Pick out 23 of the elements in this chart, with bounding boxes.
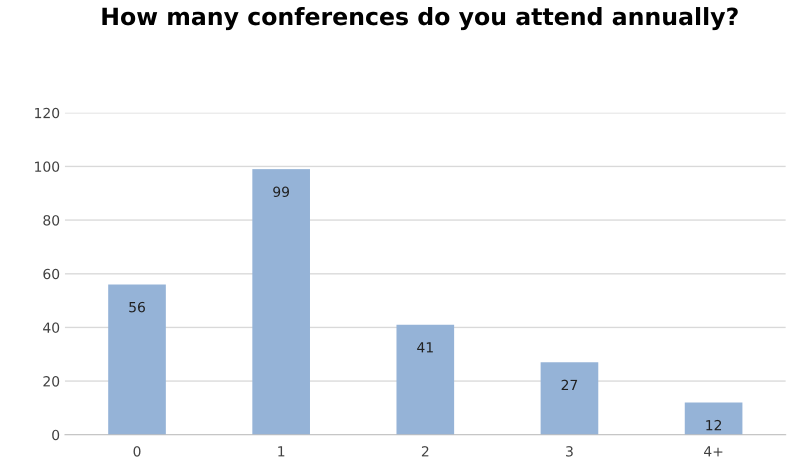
chart-title: How many conferences do you attend annually? bbox=[102, 7, 738, 30]
y-tick-label: 60 bbox=[43, 268, 60, 280]
data-label: 56 bbox=[129, 302, 145, 312]
x-tick-label: 2 bbox=[422, 446, 428, 456]
bar bbox=[684, 402, 742, 435]
data-label: 27 bbox=[562, 380, 578, 390]
x-tick-label: 1 bbox=[278, 446, 284, 456]
x-tick-label: 0 bbox=[134, 446, 141, 457]
y-tick-label: 0 bbox=[52, 430, 60, 440]
x-tick-label: 4+ bbox=[704, 446, 722, 456]
data-label: 41 bbox=[417, 342, 433, 352]
data-label: 12 bbox=[706, 420, 722, 430]
bar bbox=[396, 324, 454, 435]
y-tick-label: 100 bbox=[35, 161, 60, 172]
y-tick-label: 40 bbox=[43, 322, 60, 333]
y-tick-label: 80 bbox=[43, 215, 60, 226]
bar bbox=[540, 362, 598, 435]
x-tick-label: 3 bbox=[566, 446, 573, 457]
data-label: 99 bbox=[273, 186, 290, 198]
bar bbox=[252, 169, 310, 435]
y-tick-label: 120 bbox=[35, 108, 60, 118]
bar bbox=[108, 284, 166, 435]
y-tick-label: 20 bbox=[43, 376, 60, 387]
